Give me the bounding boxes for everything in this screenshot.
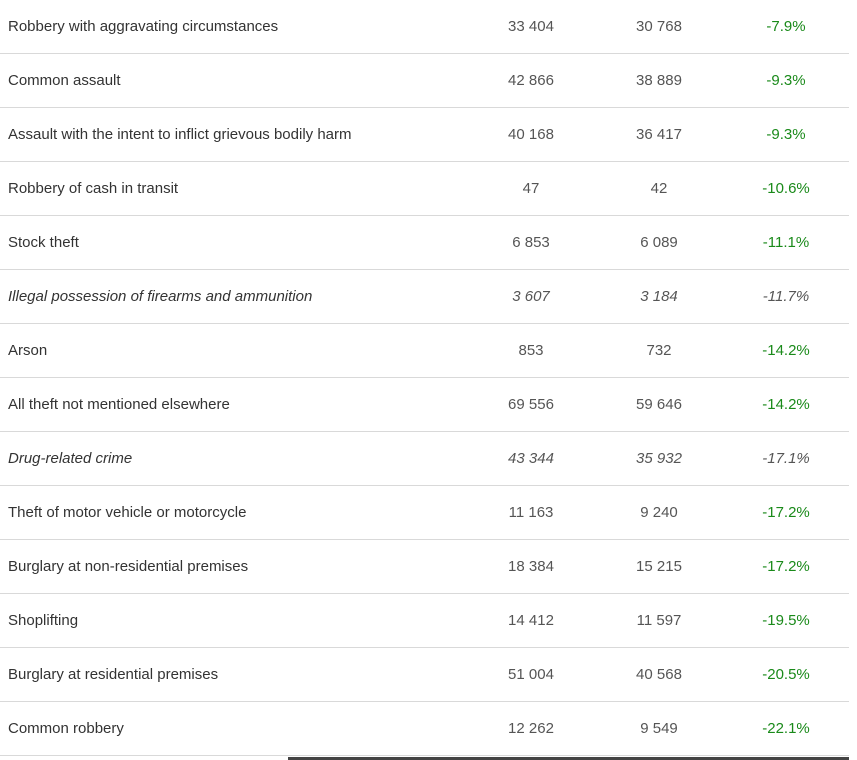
- percent-change-value: -14.2%: [762, 342, 810, 359]
- table-row: Assault with the intent to inflict griev…: [0, 108, 849, 162]
- crime-category-label: Robbery of cash in transit: [8, 180, 179, 197]
- current-period-count: 6 089: [640, 234, 678, 251]
- table-row: Robbery with aggravating circumstances 33…: [0, 0, 849, 54]
- table-row: Stock theft 6 853 6 089 -11.1%: [0, 216, 849, 270]
- percent-change-value: -19.5%: [762, 612, 810, 629]
- current-period-count: 59 646: [636, 396, 682, 413]
- percent-change-value: -17.2%: [762, 504, 810, 521]
- table-row: Arson 853 732 -14.2%: [0, 324, 849, 378]
- previous-period-count: 40 168: [508, 126, 554, 143]
- crime-category-label: Shoplifting: [8, 612, 79, 629]
- current-period-count: 42: [650, 180, 668, 197]
- crime-category-label: Common assault: [8, 72, 121, 89]
- percent-change-value: -11.7%: [762, 288, 810, 305]
- crime-category-label: Theft of motor vehicle or motorcycle: [8, 504, 247, 521]
- previous-period-count: 11 163: [508, 504, 554, 521]
- crime-category-label: Arson: [8, 342, 48, 359]
- crime-category-label: Burglary at residential premises: [8, 666, 219, 683]
- crime-category-label: Stock theft: [8, 234, 79, 251]
- table-row: Illegal possession of firearms and ammun…: [0, 270, 849, 324]
- current-period-count: 9 549: [640, 720, 678, 737]
- crime-category-label: Robbery with aggravating circumstances: [8, 18, 279, 35]
- current-period-count: 30 768: [636, 18, 682, 35]
- percent-change-value: -7.9%: [766, 18, 806, 35]
- table-row: Common assault 42 866 38 889 -9.3%: [0, 54, 849, 108]
- current-period-count: 36 417: [636, 126, 682, 143]
- crime-category-label: Drug-related crime: [8, 450, 133, 467]
- previous-period-count: 42 866: [508, 72, 554, 89]
- previous-period-count: 18 384: [508, 558, 554, 575]
- previous-period-count: 69 556: [508, 396, 554, 413]
- percent-change-value: -20.5%: [762, 666, 810, 683]
- percent-change-value: -14.2%: [762, 396, 810, 413]
- previous-period-count: 6 853: [512, 234, 550, 251]
- previous-period-count: 853: [518, 342, 544, 359]
- current-period-count: 732: [646, 342, 672, 359]
- percent-change-value: -11.1%: [762, 234, 810, 251]
- current-period-count: 11 597: [636, 612, 682, 629]
- table-row: Shoplifting 14 412 11 597 -19.5%: [0, 594, 849, 648]
- table-row: Robbery of cash in transit 47 42 -10.6%: [0, 162, 849, 216]
- previous-period-count: 51 004: [508, 666, 554, 683]
- table-row: Burglary at residential premises 51 004 40…: [0, 648, 849, 702]
- previous-period-count: 3 607: [512, 288, 550, 305]
- table-row: Burglary at non-residential premises 18 3…: [0, 540, 849, 594]
- percent-change-value: -10.6%: [762, 180, 810, 197]
- current-period-count: 38 889: [636, 72, 682, 89]
- previous-period-count: 33 404: [508, 18, 554, 35]
- table-row: Theft of motor vehicle or motorcycle 11 1…: [0, 486, 849, 540]
- table-row: Drug-related crime 43 344 35 932 -17.1%: [0, 432, 849, 486]
- percent-change-value: -22.1%: [762, 720, 810, 737]
- current-period-count: 15 215: [636, 558, 682, 575]
- current-period-count: 3 184: [640, 288, 678, 305]
- table-row: Common robbery 12 262 9 549 -22.1%: [0, 702, 849, 756]
- previous-period-count: 43 344: [508, 450, 554, 467]
- percent-change-value: -9.3%: [766, 126, 806, 143]
- crime-category-label: Illegal possession of firearms and ammun…: [8, 288, 313, 305]
- current-period-count: 9 240: [640, 504, 678, 521]
- previous-period-count: 12 262: [508, 720, 554, 737]
- percent-change-value: -9.3%: [766, 72, 806, 89]
- crime-category-label: Common robbery: [8, 720, 124, 737]
- current-period-count: 35 932: [636, 450, 682, 467]
- previous-period-count: 47: [522, 180, 540, 197]
- percent-change-value: -17.1%: [762, 450, 810, 467]
- crime-category-label: Burglary at non-residential premises: [8, 558, 249, 575]
- crime-category-label: Assault with the intent to inflict griev…: [8, 126, 352, 143]
- current-period-count: 40 568: [636, 666, 682, 683]
- percent-change-value: -17.2%: [762, 558, 810, 575]
- table-row: All theft not mentioned elsewhere 69 556 5…: [0, 378, 849, 432]
- table-bottom-rule: [288, 757, 849, 760]
- crime-category-label: All theft not mentioned elsewhere: [8, 396, 230, 413]
- previous-period-count: 14 412: [508, 612, 554, 629]
